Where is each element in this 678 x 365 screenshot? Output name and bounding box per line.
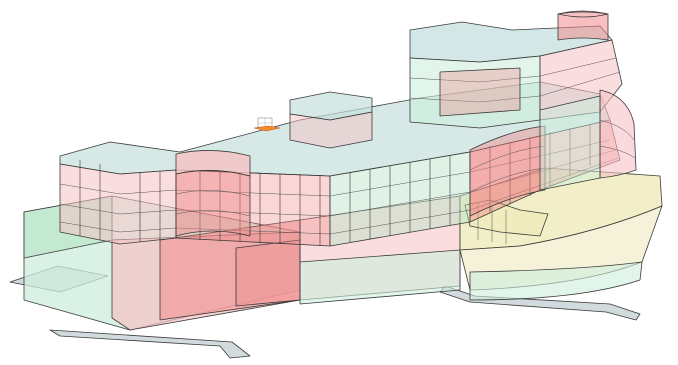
podium-middle bbox=[159, 195, 461, 321]
ground-slab-front bbox=[49, 329, 251, 359]
right-stepped-facade bbox=[539, 89, 637, 191]
mid-roof-box bbox=[289, 91, 373, 149]
curved-facade-center bbox=[469, 125, 546, 217]
wing-right-green-band bbox=[469, 261, 643, 301]
rotunda-left-face bbox=[175, 170, 251, 237]
wing-right bbox=[459, 167, 663, 301]
corner-cylinder bbox=[557, 10, 609, 41]
rotunda-left bbox=[175, 150, 251, 237]
origin-marker-icon bbox=[253, 125, 281, 132]
main-left-facade bbox=[59, 163, 177, 245]
